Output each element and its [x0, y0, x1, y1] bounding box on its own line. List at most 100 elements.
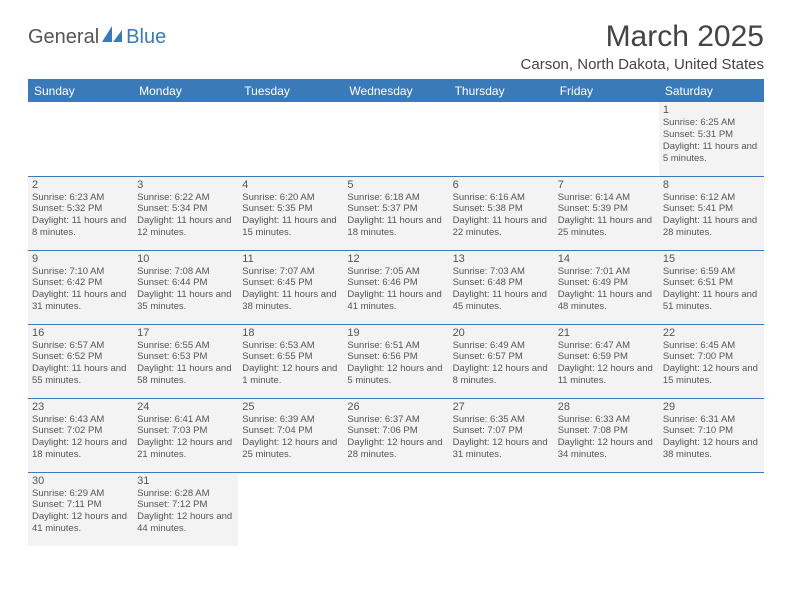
sunset-text: Sunset: 5:34 PM [137, 203, 234, 215]
daylight-text: Daylight: 11 hours and 8 minutes. [32, 215, 129, 239]
sunset-text: Sunset: 6:56 PM [347, 351, 444, 363]
daylight-text: Daylight: 12 hours and 5 minutes. [347, 363, 444, 387]
calendar-cell: 30Sunrise: 6:29 AMSunset: 7:11 PMDayligh… [28, 472, 133, 546]
sunset-text: Sunset: 7:07 PM [453, 425, 550, 437]
sunset-text: Sunset: 6:53 PM [137, 351, 234, 363]
sunset-text: Sunset: 7:03 PM [137, 425, 234, 437]
calendar-cell [343, 102, 448, 176]
daylight-text: Daylight: 11 hours and 28 minutes. [663, 215, 760, 239]
sunrise-text: Sunrise: 7:03 AM [453, 266, 550, 278]
day-number: 20 [453, 327, 550, 339]
calendar-cell: 6Sunrise: 6:16 AMSunset: 5:38 PMDaylight… [449, 176, 554, 250]
daylight-text: Daylight: 12 hours and 28 minutes. [347, 437, 444, 461]
daylight-text: Daylight: 11 hours and 41 minutes. [347, 289, 444, 313]
day-info: Sunrise: 7:05 AMSunset: 6:46 PMDaylight:… [347, 266, 444, 314]
day-number: 1 [663, 104, 760, 116]
calendar-cell: 27Sunrise: 6:35 AMSunset: 7:07 PMDayligh… [449, 398, 554, 472]
sunset-text: Sunset: 7:00 PM [663, 351, 760, 363]
sunrise-text: Sunrise: 6:57 AM [32, 340, 129, 352]
title-block: March 2025 Carson, North Dakota, United … [521, 20, 764, 73]
daylight-text: Daylight: 11 hours and 35 minutes. [137, 289, 234, 313]
day-info: Sunrise: 6:53 AMSunset: 6:55 PMDaylight:… [242, 340, 339, 388]
logo-sail-icon [102, 26, 124, 49]
daylight-text: Daylight: 12 hours and 1 minute. [242, 363, 339, 387]
daylight-text: Daylight: 11 hours and 31 minutes. [32, 289, 129, 313]
sunset-text: Sunset: 5:41 PM [663, 203, 760, 215]
daylight-text: Daylight: 11 hours and 22 minutes. [453, 215, 550, 239]
sunrise-text: Sunrise: 6:47 AM [558, 340, 655, 352]
calendar-cell: 9Sunrise: 7:10 AMSunset: 6:42 PMDaylight… [28, 250, 133, 324]
calendar-cell [449, 472, 554, 546]
sunset-text: Sunset: 6:55 PM [242, 351, 339, 363]
weekday-header-row: Sunday Monday Tuesday Wednesday Thursday… [28, 80, 764, 102]
calendar-cell: 11Sunrise: 7:07 AMSunset: 6:45 PMDayligh… [238, 250, 343, 324]
daylight-text: Daylight: 11 hours and 48 minutes. [558, 289, 655, 313]
calendar-cell: 12Sunrise: 7:05 AMSunset: 6:46 PMDayligh… [343, 250, 448, 324]
weekday-header: Friday [554, 80, 659, 102]
day-info: Sunrise: 7:01 AMSunset: 6:49 PMDaylight:… [558, 266, 655, 314]
sunrise-text: Sunrise: 6:35 AM [453, 414, 550, 426]
calendar-cell: 26Sunrise: 6:37 AMSunset: 7:06 PMDayligh… [343, 398, 448, 472]
daylight-text: Daylight: 11 hours and 18 minutes. [347, 215, 444, 239]
calendar-cell: 24Sunrise: 6:41 AMSunset: 7:03 PMDayligh… [133, 398, 238, 472]
daylight-text: Daylight: 11 hours and 5 minutes. [663, 141, 760, 165]
day-number: 27 [453, 401, 550, 413]
sunrise-text: Sunrise: 7:10 AM [32, 266, 129, 278]
day-number: 21 [558, 327, 655, 339]
calendar-cell: 14Sunrise: 7:01 AMSunset: 6:49 PMDayligh… [554, 250, 659, 324]
daylight-text: Daylight: 11 hours and 38 minutes. [242, 289, 339, 313]
weekday-header: Sunday [28, 80, 133, 102]
weekday-header: Wednesday [343, 80, 448, 102]
day-info: Sunrise: 6:31 AMSunset: 7:10 PMDaylight:… [663, 414, 760, 462]
calendar-cell: 10Sunrise: 7:08 AMSunset: 6:44 PMDayligh… [133, 250, 238, 324]
day-info: Sunrise: 6:57 AMSunset: 6:52 PMDaylight:… [32, 340, 129, 388]
day-info: Sunrise: 6:16 AMSunset: 5:38 PMDaylight:… [453, 192, 550, 240]
calendar-cell: 2Sunrise: 6:23 AMSunset: 5:32 PMDaylight… [28, 176, 133, 250]
day-info: Sunrise: 6:12 AMSunset: 5:41 PMDaylight:… [663, 192, 760, 240]
calendar-cell [238, 472, 343, 546]
calendar-row: 30Sunrise: 6:29 AMSunset: 7:11 PMDayligh… [28, 472, 764, 546]
calendar-cell: 28Sunrise: 6:33 AMSunset: 7:08 PMDayligh… [554, 398, 659, 472]
daylight-text: Daylight: 12 hours and 25 minutes. [242, 437, 339, 461]
logo-text-general: General [28, 26, 99, 49]
sunset-text: Sunset: 6:46 PM [347, 277, 444, 289]
day-number: 4 [242, 179, 339, 191]
calendar-cell [238, 102, 343, 176]
calendar-row: 2Sunrise: 6:23 AMSunset: 5:32 PMDaylight… [28, 176, 764, 250]
day-info: Sunrise: 6:20 AMSunset: 5:35 PMDaylight:… [242, 192, 339, 240]
sunset-text: Sunset: 6:42 PM [32, 277, 129, 289]
sunrise-text: Sunrise: 6:23 AM [32, 192, 129, 204]
calendar-row: 23Sunrise: 6:43 AMSunset: 7:02 PMDayligh… [28, 398, 764, 472]
calendar-row: 1Sunrise: 6:25 AMSunset: 5:31 PMDaylight… [28, 102, 764, 176]
sunset-text: Sunset: 6:48 PM [453, 277, 550, 289]
calendar-cell: 4Sunrise: 6:20 AMSunset: 5:35 PMDaylight… [238, 176, 343, 250]
calendar-cell: 16Sunrise: 6:57 AMSunset: 6:52 PMDayligh… [28, 324, 133, 398]
sunset-text: Sunset: 7:02 PM [32, 425, 129, 437]
daylight-text: Daylight: 12 hours and 38 minutes. [663, 437, 760, 461]
day-info: Sunrise: 6:35 AMSunset: 7:07 PMDaylight:… [453, 414, 550, 462]
sunset-text: Sunset: 6:45 PM [242, 277, 339, 289]
day-number: 22 [663, 327, 760, 339]
calendar-cell: 31Sunrise: 6:28 AMSunset: 7:12 PMDayligh… [133, 472, 238, 546]
calendar-cell [659, 472, 764, 546]
daylight-text: Daylight: 12 hours and 11 minutes. [558, 363, 655, 387]
calendar-cell [133, 102, 238, 176]
daylight-text: Daylight: 12 hours and 41 minutes. [32, 511, 129, 535]
day-number: 26 [347, 401, 444, 413]
day-number: 19 [347, 327, 444, 339]
day-info: Sunrise: 6:33 AMSunset: 7:08 PMDaylight:… [558, 414, 655, 462]
calendar-table: Sunday Monday Tuesday Wednesday Thursday… [28, 80, 764, 546]
sunset-text: Sunset: 5:31 PM [663, 129, 760, 141]
sunrise-text: Sunrise: 6:16 AM [453, 192, 550, 204]
day-number: 30 [32, 475, 129, 487]
calendar-cell: 15Sunrise: 6:59 AMSunset: 6:51 PMDayligh… [659, 250, 764, 324]
sunset-text: Sunset: 5:39 PM [558, 203, 655, 215]
sunrise-text: Sunrise: 7:01 AM [558, 266, 655, 278]
calendar-cell: 25Sunrise: 6:39 AMSunset: 7:04 PMDayligh… [238, 398, 343, 472]
sunset-text: Sunset: 7:04 PM [242, 425, 339, 437]
sunset-text: Sunset: 6:57 PM [453, 351, 550, 363]
sunrise-text: Sunrise: 6:41 AM [137, 414, 234, 426]
sunset-text: Sunset: 7:10 PM [663, 425, 760, 437]
day-number: 12 [347, 253, 444, 265]
day-info: Sunrise: 6:29 AMSunset: 7:11 PMDaylight:… [32, 488, 129, 536]
